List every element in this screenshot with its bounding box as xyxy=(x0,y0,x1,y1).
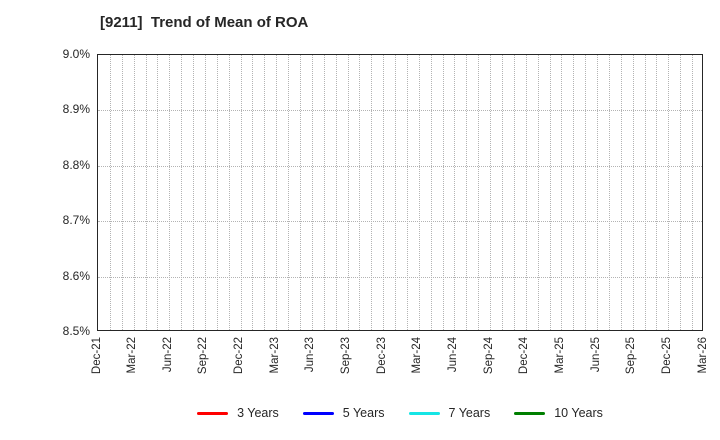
vertical-gridline xyxy=(371,55,373,330)
vertical-gridline xyxy=(359,55,361,330)
vertical-gridline xyxy=(478,55,480,330)
x-tick-label: Mar-23 xyxy=(268,337,281,374)
x-tick-label: Sep-24 xyxy=(482,337,495,375)
vertical-gridline xyxy=(644,55,646,330)
x-tick-label: Mar-24 xyxy=(411,337,424,374)
vertical-gridline xyxy=(406,55,408,330)
vertical-gridline xyxy=(169,55,171,330)
x-tick-label: Sep-23 xyxy=(340,337,353,375)
vertical-gridline xyxy=(300,55,301,330)
x-tick-label: Sep-22 xyxy=(197,337,210,375)
vertical-gridline xyxy=(288,55,290,330)
vertical-gridline xyxy=(264,55,266,330)
x-tick-label: Jun-24 xyxy=(446,337,459,373)
x-tick-label: Mar-25 xyxy=(553,337,566,374)
vertical-gridline xyxy=(430,55,432,330)
vertical-gridline xyxy=(276,55,278,330)
vertical-gridline xyxy=(204,55,206,330)
vertical-gridline xyxy=(573,55,575,330)
vertical-gridline xyxy=(549,55,551,330)
legend-item: 5 Years xyxy=(302,406,385,420)
vertical-gridline xyxy=(347,55,349,330)
y-tick-label: 8.5% xyxy=(62,324,90,338)
vertical-gridline xyxy=(240,55,242,330)
legend-label: 7 Years xyxy=(448,406,491,420)
x-tick-label: Dec-25 xyxy=(660,337,673,375)
legend-line-swatch xyxy=(408,411,440,415)
vertical-gridline xyxy=(418,55,420,330)
horizontal-gridline xyxy=(98,165,702,167)
vertical-gridline xyxy=(323,55,325,330)
y-tick-label: 8.7% xyxy=(62,213,90,228)
x-tick-label: Sep-25 xyxy=(625,337,638,375)
vertical-gridline xyxy=(692,55,694,330)
vertical-gridline xyxy=(466,55,468,330)
y-tick-label: 9.0% xyxy=(62,47,90,61)
vertical-gridline xyxy=(620,55,622,330)
vertical-gridline xyxy=(454,55,456,330)
vertical-gridline xyxy=(157,55,159,330)
legend-line-swatch xyxy=(514,411,546,415)
vertical-gridline xyxy=(668,55,670,330)
vertical-gridline xyxy=(193,55,195,330)
x-tick-label: Dec-24 xyxy=(518,337,531,375)
legend-line-swatch xyxy=(197,411,229,415)
legend-label: 3 Years xyxy=(237,406,279,420)
x-tick-label: Jun-25 xyxy=(589,337,602,373)
vertical-gridline xyxy=(490,55,492,330)
vertical-gridline xyxy=(525,55,527,330)
x-tick-label: Jun-23 xyxy=(304,337,317,373)
legend-item: 10 Years xyxy=(514,406,603,420)
vertical-gridline xyxy=(181,55,183,330)
vertical-gridline xyxy=(252,55,254,330)
x-tick-label: Mar-26 xyxy=(696,337,709,374)
chart-title: [9211] Trend of Mean of ROA xyxy=(100,14,309,31)
y-tick-label: 8.8% xyxy=(62,157,90,172)
horizontal-gridline xyxy=(98,276,702,278)
vertical-gridline xyxy=(502,55,503,330)
x-tick-label: Dec-23 xyxy=(375,337,388,375)
legend: 3 Years 5 Years 7 Years 10 Years xyxy=(97,404,703,422)
vertical-gridline xyxy=(133,55,135,330)
vertical-gridline xyxy=(395,55,397,330)
vertical-gridline xyxy=(442,55,444,330)
x-tick-label: Mar-22 xyxy=(126,337,139,374)
vertical-gridline xyxy=(561,55,563,330)
plot-area xyxy=(97,54,703,331)
legend-item: 7 Years xyxy=(408,406,491,420)
x-tick-label: Dec-22 xyxy=(233,337,246,375)
vertical-gridline xyxy=(656,55,658,330)
horizontal-gridline xyxy=(98,110,702,112)
x-tick-label: Jun-22 xyxy=(161,337,174,373)
x-tick-label: Dec-21 xyxy=(90,337,103,375)
vertical-gridline xyxy=(228,55,230,330)
vertical-gridline xyxy=(145,55,147,330)
legend-label: 5 Years xyxy=(342,406,385,420)
vertical-gridline xyxy=(121,55,123,330)
vertical-gridline xyxy=(632,55,634,330)
vertical-gridline xyxy=(335,55,337,330)
y-tick-label: 8.9% xyxy=(62,102,90,117)
vertical-gridline xyxy=(597,55,599,330)
vertical-gridline xyxy=(608,55,610,330)
legend-item: 3 Years xyxy=(197,406,279,420)
vertical-gridline xyxy=(383,55,385,330)
legend-line-swatch xyxy=(302,411,334,415)
y-tick-label: 8.6% xyxy=(62,268,90,283)
vertical-gridline xyxy=(680,55,682,330)
legend-label: 10 Years xyxy=(554,406,603,420)
vertical-gridline xyxy=(537,55,539,330)
vertical-gridline xyxy=(513,55,515,330)
vertical-gridline xyxy=(109,55,111,330)
horizontal-gridline xyxy=(98,221,702,223)
vertical-gridline xyxy=(585,55,587,330)
vertical-gridline xyxy=(216,55,218,330)
vertical-gridline xyxy=(311,55,313,330)
